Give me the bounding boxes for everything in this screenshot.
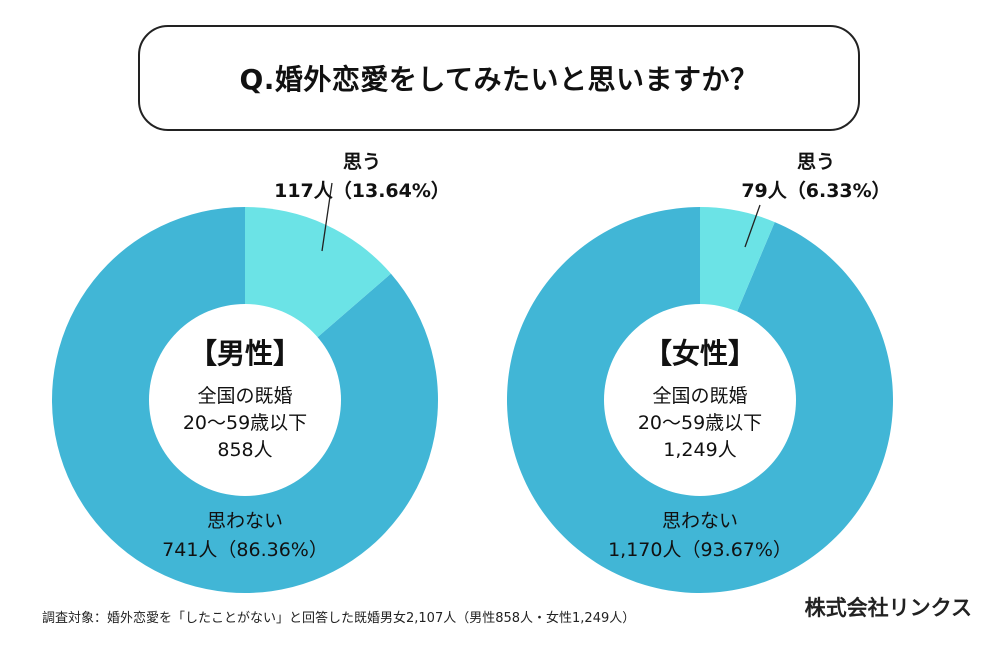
label-female-yes-name: 思う [797, 151, 835, 173]
donut-chart-male: 【男性】 全国の既婚 20〜59歳以下 858人 思う 117人（13.64%）… [51, 151, 450, 593]
page-title: Q.婚外恋愛をしてみたいと思いますか？ [239, 63, 759, 96]
label-female-no-name: 思わない [662, 510, 738, 532]
label-male-no-name: 思わない [207, 510, 283, 532]
center-line-male-3: 858人 [217, 439, 272, 461]
label-female-yes-value: 79人（6.33%） [741, 179, 890, 202]
center-line-female-2: 20〜59歳以下 [638, 412, 762, 434]
center-title-male: 【男性】 [189, 337, 301, 370]
donut-hole-male [149, 304, 341, 496]
donut-chart-female: 【女性】 全国の既婚 20〜59歳以下 1,249人 思う 79人（6.33%）… [507, 151, 894, 593]
label-male-yes-value: 117人（13.64%） [274, 179, 450, 202]
label-male-no-value: 741人（86.36%） [162, 539, 328, 561]
center-line-male-2: 20〜59歳以下 [183, 412, 307, 434]
survey-footnote: 調査対象：婚外恋愛を「したことがない」と回答した既婚男女2,107人（男性858… [42, 611, 636, 626]
leader-line-female [744, 204, 761, 248]
label-male-yes-name: 思う [343, 151, 381, 173]
leader-line-male [321, 182, 333, 252]
center-line-female-3: 1,249人 [663, 439, 736, 461]
donut-hole-female [604, 304, 796, 496]
center-title-female: 【女性】 [644, 337, 756, 370]
center-line-female-1: 全国の既婚 [652, 385, 747, 407]
title-box: Q.婚外恋愛をしてみたいと思いますか？ [138, 25, 860, 131]
center-line-male-1: 全国の既婚 [197, 385, 292, 407]
company-name: 株式会社リンクス [804, 596, 972, 620]
label-female-no-value: 1,170人（93.67%） [608, 539, 792, 561]
